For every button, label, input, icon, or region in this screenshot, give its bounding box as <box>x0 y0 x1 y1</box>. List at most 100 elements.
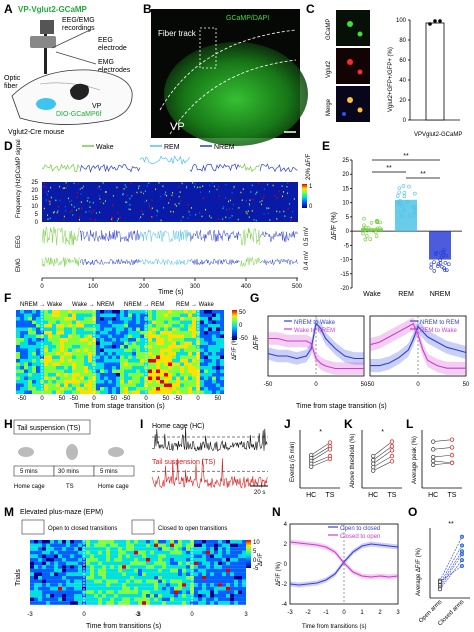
m-cell <box>90 561 94 566</box>
m-cell <box>186 540 190 544</box>
f-cell <box>28 352 32 356</box>
m-cell <box>142 597 146 602</box>
f-cell <box>20 359 24 363</box>
m-cell <box>234 583 238 587</box>
m-cell <box>38 561 42 566</box>
f-cell <box>108 359 112 363</box>
m-cell <box>106 586 110 591</box>
f-cell <box>44 345 48 349</box>
f-cell <box>24 373 28 377</box>
f-cell <box>216 313 220 317</box>
d-spec-speck <box>48 199 50 202</box>
fiber-track-box <box>199 27 217 69</box>
m-cell <box>118 601 122 605</box>
j-point <box>309 464 314 469</box>
m-cell <box>98 568 102 573</box>
f-cell <box>44 334 48 338</box>
d-spectrogram-speckle <box>43 182 295 222</box>
m-cell <box>218 590 222 594</box>
f-cell <box>104 324 108 328</box>
f-cell <box>128 380 132 384</box>
m-cell <box>186 565 190 569</box>
f-cell <box>148 341 152 345</box>
m-cell <box>222 543 226 548</box>
d-spec-speck <box>65 187 67 189</box>
f-cell <box>212 383 216 387</box>
m-cell <box>186 594 190 598</box>
f-cell <box>132 383 136 387</box>
f-cell <box>192 380 196 384</box>
f-cell <box>100 376 104 380</box>
f-cell <box>104 327 108 331</box>
m-cell <box>46 568 50 573</box>
n-xtick-label: 2 <box>378 610 382 616</box>
m-cell <box>78 572 82 576</box>
m-cell <box>158 543 162 548</box>
m-cell <box>94 572 98 576</box>
f-cell <box>132 387 136 391</box>
f-cell <box>80 366 84 370</box>
f-cell <box>56 313 60 317</box>
f-cell <box>180 380 184 384</box>
f-cell <box>212 310 216 314</box>
d-spec-speck <box>160 219 162 222</box>
m-cell <box>46 558 50 562</box>
m-cell <box>126 558 130 562</box>
m-cell <box>90 572 94 576</box>
f-cell <box>28 345 32 349</box>
d-spec-speck <box>263 195 265 197</box>
m-cell <box>66 576 70 580</box>
j-point <box>327 456 333 462</box>
m-cell <box>30 558 34 562</box>
m-cell <box>138 554 142 558</box>
f-cell <box>68 345 72 349</box>
m-cell <box>118 558 122 562</box>
n-legend-2: Closed to open <box>340 534 380 540</box>
f-cell <box>44 338 48 342</box>
f-cell <box>104 348 108 352</box>
f-cell <box>20 352 24 356</box>
m-cell <box>34 543 38 548</box>
f-cell <box>172 331 176 335</box>
m-cell <box>86 565 90 569</box>
m-cell <box>218 540 222 544</box>
f-cell <box>88 359 92 363</box>
d-spec-speck <box>162 185 164 188</box>
m-cell <box>242 576 246 580</box>
d-spec-speck <box>129 197 131 200</box>
d-spec-speck <box>213 185 215 188</box>
f-cell <box>32 355 36 359</box>
f-cell <box>76 352 80 356</box>
f-cell <box>152 355 156 359</box>
m-cell <box>190 597 194 602</box>
m-cell <box>230 540 234 544</box>
f-cell <box>32 324 36 328</box>
f-cell <box>180 366 184 370</box>
m-cell <box>242 565 246 569</box>
f-cell <box>136 369 140 373</box>
m-cell <box>74 590 78 594</box>
m-cell <box>42 547 46 551</box>
f-cell <box>16 345 20 349</box>
f-cell <box>172 366 176 370</box>
c-bar <box>425 22 445 121</box>
l-pair-line <box>433 447 453 450</box>
f-cell <box>108 355 112 359</box>
m-xtick-label: 0 <box>82 612 86 618</box>
f-cell <box>220 387 224 391</box>
f-cell <box>96 380 100 384</box>
f-cell <box>148 338 152 342</box>
f-cell <box>140 355 144 359</box>
f-cell <box>76 334 80 338</box>
f-cell <box>92 338 96 342</box>
d-spec-speck <box>99 198 101 200</box>
m-cell <box>82 579 86 584</box>
m-cell <box>178 540 182 544</box>
f-cell <box>200 380 204 384</box>
f-cell <box>168 376 172 380</box>
e-point <box>375 226 380 231</box>
g-ylabel: ΔF/F <box>253 335 260 350</box>
f-cell <box>204 327 208 331</box>
m-cell <box>50 558 54 562</box>
